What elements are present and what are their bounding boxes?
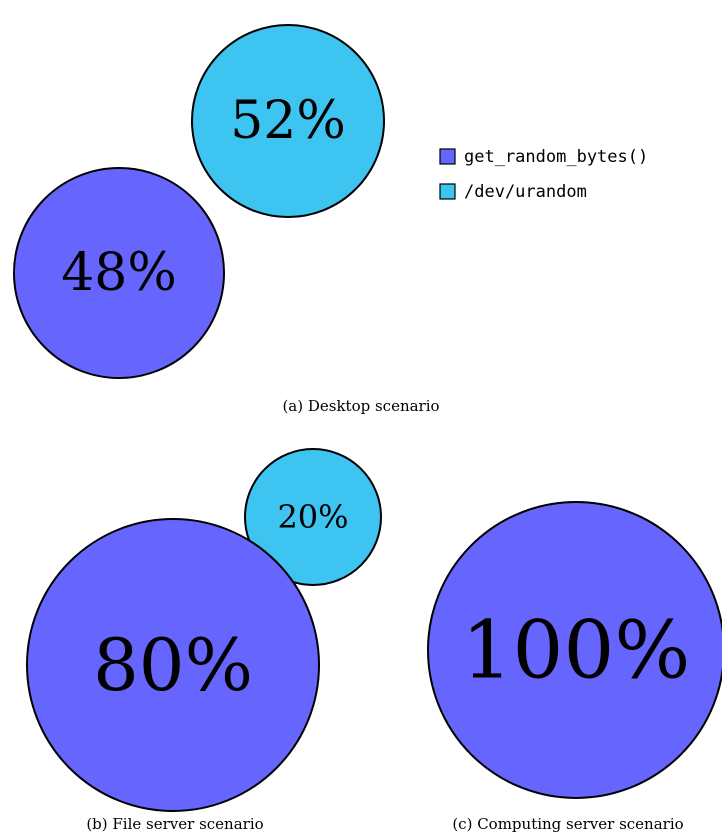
bubble-label: 52% [230,91,346,151]
bubble-circle [191,24,385,218]
bubble-label: 20% [277,498,348,536]
bubble-circle [13,167,225,379]
legend-item-dev-urandom: /dev/urandom [439,182,587,202]
caption-desktop: (a) Desktop scenario [282,397,439,415]
chart-file-server: 20% 80% (b) File server scenario [26,448,382,833]
chart-desktop: 52% 48% (a) Desktop scenario [13,24,440,415]
bubble-urandom-desktop: 52% [191,24,385,218]
bubble-circle [26,518,320,812]
legend-label: /dev/urandom [464,182,587,202]
legend-item-get-random-bytes: get_random_bytes() [439,147,648,167]
legend-swatch [439,148,456,165]
legend-label: get_random_bytes() [464,147,648,167]
bubble-urandom-file-server: 20% [244,448,382,586]
bubble-grb-computing-server: 100% [427,501,722,799]
caption-file-server: (b) File server scenario [86,815,263,833]
bubble-circle [427,501,722,799]
bubble-label: 80% [93,623,253,707]
bubble-grb-file-server: 80% [26,518,320,812]
bubble-grb-desktop: 48% [13,167,225,379]
bubble-circle [244,448,382,586]
legend: get_random_bytes() /dev/urandom [439,147,648,202]
chart-computing-server: 100% (c) Computing server scenario [427,501,722,833]
bubble-label: 100% [462,604,691,697]
bubble-label: 48% [61,243,177,303]
caption-computing-server: (c) Computing server scenario [452,815,683,833]
legend-swatch [439,183,456,200]
